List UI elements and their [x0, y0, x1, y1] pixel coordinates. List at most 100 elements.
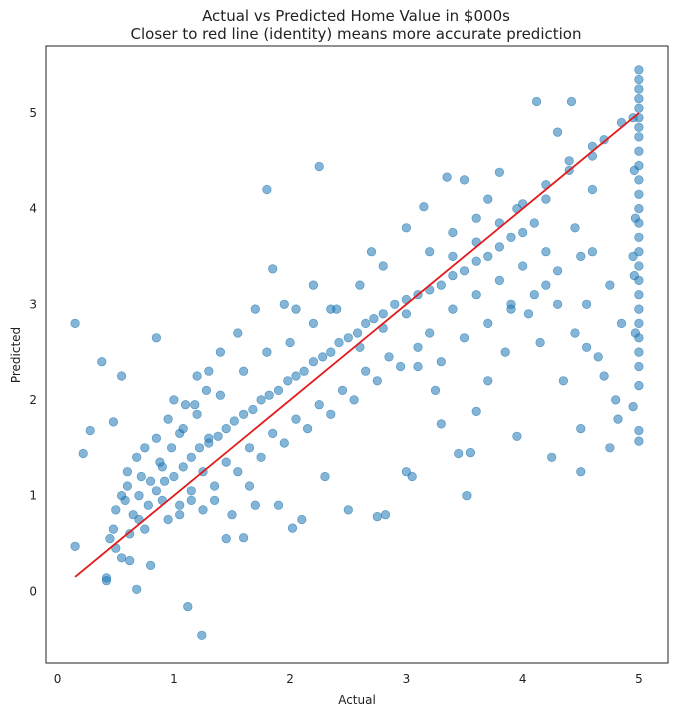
- data-point: [413, 361, 423, 372]
- data-point: [279, 299, 289, 309]
- data-point: [570, 223, 580, 233]
- data-point: [279, 438, 289, 448]
- data-point: [552, 127, 563, 137]
- data-point: [634, 381, 644, 391]
- data-point: [186, 486, 196, 496]
- data-point: [576, 467, 586, 477]
- data-point: [151, 433, 161, 443]
- data-point: [634, 103, 644, 113]
- data-point: [221, 457, 231, 467]
- data-point: [529, 290, 539, 300]
- data-point: [143, 500, 153, 510]
- data-point: [593, 352, 603, 362]
- data-point: [587, 184, 598, 195]
- data-point: [483, 376, 493, 386]
- data-point: [634, 189, 644, 199]
- data-point: [210, 495, 220, 506]
- x-tick-labels: 0 1 2 3 4 5: [54, 672, 643, 686]
- data-point: [151, 486, 161, 496]
- data-point: [552, 266, 563, 276]
- data-point: [343, 505, 353, 515]
- data-point: [378, 309, 388, 319]
- data-point: [384, 352, 394, 362]
- data-point: [380, 510, 391, 520]
- y-tick-labels: 0 1 2 3 4 5: [29, 106, 37, 598]
- data-point: [634, 146, 644, 156]
- data-point: [229, 416, 239, 426]
- data-point: [101, 576, 112, 586]
- data-point: [213, 431, 223, 441]
- data-point: [599, 371, 609, 381]
- data-point: [239, 409, 249, 419]
- data-point: [308, 318, 319, 329]
- data-point: [183, 601, 193, 612]
- data-point: [634, 304, 644, 314]
- data-point: [361, 318, 371, 329]
- data-point: [201, 385, 211, 396]
- data-point: [611, 395, 621, 405]
- y-axis-label: Predicted: [9, 327, 23, 383]
- data-point: [250, 500, 260, 510]
- data-point: [239, 366, 249, 376]
- data-point: [303, 424, 313, 434]
- data-point: [283, 376, 293, 386]
- data-point: [570, 328, 580, 338]
- data-point: [369, 314, 379, 324]
- data-point: [140, 443, 150, 453]
- data-point: [233, 328, 243, 338]
- data-point: [178, 424, 188, 434]
- data-point: [256, 395, 266, 405]
- data-point: [122, 467, 132, 477]
- data-point: [244, 481, 255, 491]
- data-point: [85, 425, 95, 436]
- data-point: [541, 280, 551, 290]
- data-point: [198, 505, 208, 515]
- data-point: [566, 96, 577, 107]
- data-point: [291, 371, 301, 381]
- data-point: [70, 541, 80, 551]
- data-point: [518, 227, 528, 238]
- data-point: [116, 371, 127, 381]
- data-point: [506, 232, 516, 242]
- data-point: [262, 347, 272, 357]
- data-point: [120, 495, 130, 506]
- data-point: [197, 630, 207, 640]
- data-point: [634, 93, 644, 104]
- data-point: [204, 438, 214, 448]
- data-point: [629, 271, 639, 281]
- data-point: [160, 476, 170, 486]
- data-point: [425, 247, 435, 257]
- data-point: [264, 390, 274, 400]
- data-point: [291, 304, 301, 314]
- data-point: [140, 524, 150, 534]
- data-point: [221, 533, 231, 544]
- y-tick-label: 3: [29, 297, 37, 311]
- data-point: [111, 505, 121, 515]
- y-tick-label: 0: [29, 584, 37, 598]
- points-layer: [70, 65, 644, 640]
- data-point: [634, 65, 644, 75]
- data-point: [459, 266, 470, 276]
- data-point: [425, 328, 435, 338]
- data-point: [634, 175, 644, 185]
- data-point: [194, 443, 205, 453]
- data-point: [436, 280, 446, 290]
- data-point: [308, 357, 319, 367]
- data-point: [471, 256, 481, 266]
- data-point: [285, 337, 295, 348]
- data-point: [471, 290, 481, 300]
- data-point: [599, 135, 609, 145]
- data-point: [634, 247, 644, 257]
- data-point: [105, 533, 115, 544]
- data-point: [459, 175, 470, 185]
- data-point: [634, 232, 644, 242]
- data-point: [146, 560, 156, 571]
- data-point: [430, 385, 441, 396]
- data-point: [163, 414, 173, 424]
- data-point: [97, 357, 107, 367]
- data-point: [132, 584, 142, 594]
- data-point: [535, 337, 545, 348]
- data-point: [541, 194, 551, 204]
- y-tick-label: 1: [29, 489, 37, 503]
- data-point: [471, 406, 481, 417]
